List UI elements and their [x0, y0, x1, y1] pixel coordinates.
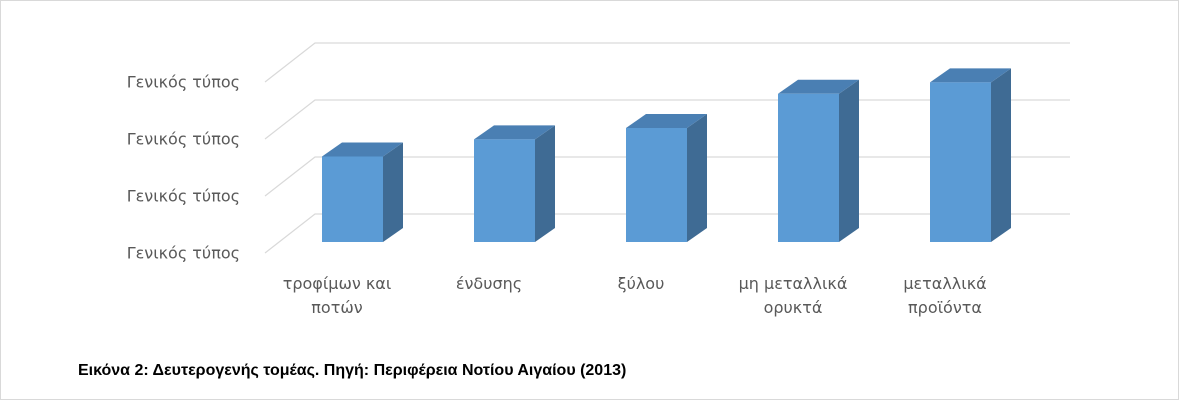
bar-top	[778, 79, 859, 94]
caption: Εικόνα 2: Δευτερογενής τομέας. Πηγή: Περ…	[78, 362, 627, 379]
x-tick-label: ένδυσης	[455, 274, 523, 293]
bar-side	[383, 142, 403, 242]
bar-front	[778, 93, 839, 242]
bar-side	[991, 68, 1011, 243]
x-tick-label: μη μεταλλικά ορυκτά	[738, 274, 848, 317]
x-tick-label: μεταλλικά προϊόντα	[903, 274, 987, 317]
y-tick-label: Γενικός τύπος	[127, 187, 240, 206]
bar-top	[322, 142, 403, 157]
bar-top	[930, 68, 1011, 83]
bar-top	[474, 125, 555, 140]
bar-front	[322, 156, 383, 242]
bar-side	[839, 79, 859, 242]
bar-front	[930, 82, 991, 243]
bar-side	[535, 125, 555, 242]
bar	[778, 79, 859, 242]
bar	[322, 142, 403, 242]
bar-side	[687, 114, 707, 242]
bar-front	[626, 128, 687, 242]
grid-line	[264, 42, 1070, 83]
x-tick-label: τροφίμων και ποτών	[282, 274, 392, 317]
y-tick-label: Γενικός τύπος	[127, 244, 240, 263]
bar	[930, 68, 1011, 243]
bar	[626, 114, 707, 242]
y-tick-label: Γενικός τύπος	[127, 130, 240, 149]
y-tick-label: Γενικός τύπος	[127, 73, 240, 92]
bar	[474, 125, 555, 242]
bar-top	[626, 114, 707, 128]
bar-front	[474, 139, 535, 242]
x-tick-label: ξύλου	[617, 274, 665, 293]
